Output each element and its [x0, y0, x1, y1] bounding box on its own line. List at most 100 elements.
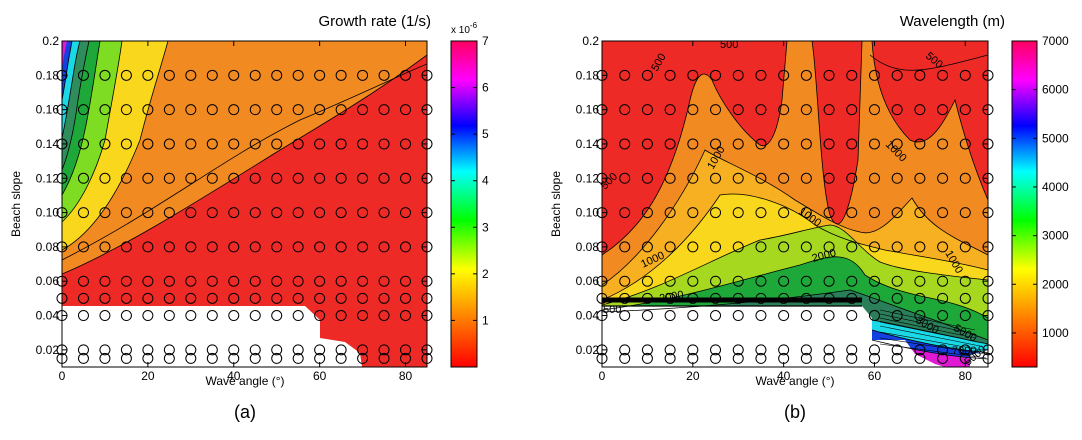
colorbar-tick-label: 2000 — [1042, 277, 1069, 291]
sample-point — [400, 310, 412, 322]
sample-point — [641, 344, 653, 356]
sample-point — [314, 207, 326, 219]
panel-b: Wavelength (m) — [549, 13, 1069, 422]
sample-point — [778, 207, 790, 219]
sample-point — [249, 138, 261, 150]
sample-point — [846, 172, 858, 184]
sample-point — [755, 310, 767, 322]
sample-point — [846, 310, 858, 322]
sample-point — [206, 344, 218, 356]
sample-point — [77, 104, 89, 116]
sample-point — [846, 69, 858, 81]
sample-point — [710, 104, 722, 116]
sample-point — [120, 104, 132, 116]
sample-point — [249, 69, 261, 81]
sample-point — [619, 69, 631, 81]
sample-point — [959, 310, 971, 322]
sample-point — [800, 69, 812, 81]
sample-point — [335, 292, 347, 304]
sample-point — [868, 69, 880, 81]
sample-point — [687, 310, 699, 322]
sample-point — [163, 344, 175, 356]
sample-point — [142, 138, 154, 150]
sample-point — [687, 207, 699, 219]
sample-point — [206, 275, 218, 287]
x-tick-label: 80 — [959, 369, 973, 383]
sample-point — [755, 172, 767, 184]
sample-point — [206, 138, 218, 150]
sample-point — [163, 275, 175, 287]
x-tick-label: 20 — [686, 369, 700, 383]
sample-point — [206, 310, 218, 322]
sample-point — [687, 104, 699, 116]
panel-b-title: Wavelength (m) — [900, 13, 1005, 30]
sample-point — [249, 172, 261, 184]
sample-point — [206, 104, 218, 116]
panel-a-colorbar-ticks: 1 2 3 4 5 6 7 — [451, 34, 489, 327]
sample-point — [335, 275, 347, 287]
sample-point — [755, 344, 767, 356]
sample-point — [228, 172, 240, 184]
sample-point — [732, 292, 744, 304]
sample-point — [357, 310, 369, 322]
sample-point — [271, 69, 283, 81]
sample-point — [687, 69, 699, 81]
sample-point — [687, 241, 699, 253]
sample-point — [778, 241, 790, 253]
sample-point — [687, 275, 699, 287]
sample-point — [400, 172, 412, 184]
y-tick-label: 0.2 — [42, 34, 59, 48]
sample-point — [868, 207, 880, 219]
sample-point — [357, 275, 369, 287]
panel-b-contour-lines — [602, 41, 988, 360]
sample-point — [664, 172, 676, 184]
sample-point — [641, 310, 653, 322]
sample-point — [314, 344, 326, 356]
sample-point — [99, 104, 111, 116]
sample-point — [800, 352, 812, 364]
sample-point — [357, 138, 369, 150]
sample-point — [937, 292, 949, 304]
x-tick-label: 80 — [399, 369, 413, 383]
sample-point — [335, 172, 347, 184]
y-tick-label: 0.08 — [576, 240, 600, 254]
sample-point — [846, 207, 858, 219]
sample-point — [357, 344, 369, 356]
sample-point — [846, 138, 858, 150]
sample-point — [292, 292, 304, 304]
sample-point — [778, 138, 790, 150]
panel-b-ticks: 0 20 40 60 80 0.02 0.04 0.06 0.08 0.10 0.12 0.14 0.1… — [576, 34, 988, 383]
sample-point — [228, 275, 240, 287]
sample-point — [314, 138, 326, 150]
sample-point — [335, 104, 347, 116]
sample-point — [732, 344, 744, 356]
sample-point — [77, 310, 89, 322]
sample-point — [619, 104, 631, 116]
sample-point — [228, 138, 240, 150]
sample-point — [378, 292, 390, 304]
sample-point — [314, 172, 326, 184]
sample-point — [823, 69, 835, 81]
sample-point — [228, 207, 240, 219]
sample-point — [891, 275, 903, 287]
sample-point — [400, 104, 412, 116]
sample-point — [619, 241, 631, 253]
sample-point — [891, 241, 903, 253]
sample-point — [163, 69, 175, 81]
y-tick-label: 0.14 — [576, 137, 600, 151]
sample-point — [823, 310, 835, 322]
sample-point — [755, 275, 767, 287]
sample-point — [937, 207, 949, 219]
contour-label: 500 — [720, 39, 738, 51]
sample-point — [120, 275, 132, 287]
sample-point — [206, 352, 218, 364]
sample-point — [314, 241, 326, 253]
sample-point — [335, 138, 347, 150]
sample-point — [120, 207, 132, 219]
sample-point — [142, 172, 154, 184]
sample-point — [846, 104, 858, 116]
sample-point — [823, 207, 835, 219]
sample-point — [271, 207, 283, 219]
sample-point — [914, 207, 926, 219]
sample-point — [641, 241, 653, 253]
